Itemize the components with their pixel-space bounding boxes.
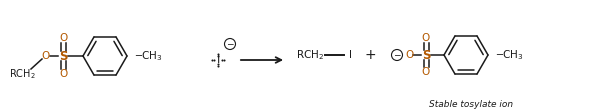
Text: I: I [216,55,219,65]
Text: RCH$_2$: RCH$_2$ [296,48,324,62]
Text: RCH$_2$: RCH$_2$ [8,67,35,81]
Text: O: O [42,51,50,61]
Text: −: − [393,51,401,59]
Text: ─CH$_3$: ─CH$_3$ [135,49,162,63]
Text: O: O [405,50,413,60]
Text: Stable tosylate ion: Stable tosylate ion [429,99,513,109]
Text: I: I [348,50,351,60]
Text: O: O [422,67,430,77]
Text: O: O [422,33,430,43]
Text: +: + [364,48,376,62]
Text: −: − [226,40,234,48]
Text: S: S [422,48,430,61]
Text: O: O [59,33,67,43]
Text: S: S [59,50,67,62]
Text: ─CH$_3$: ─CH$_3$ [496,48,524,62]
Text: O: O [59,69,67,79]
